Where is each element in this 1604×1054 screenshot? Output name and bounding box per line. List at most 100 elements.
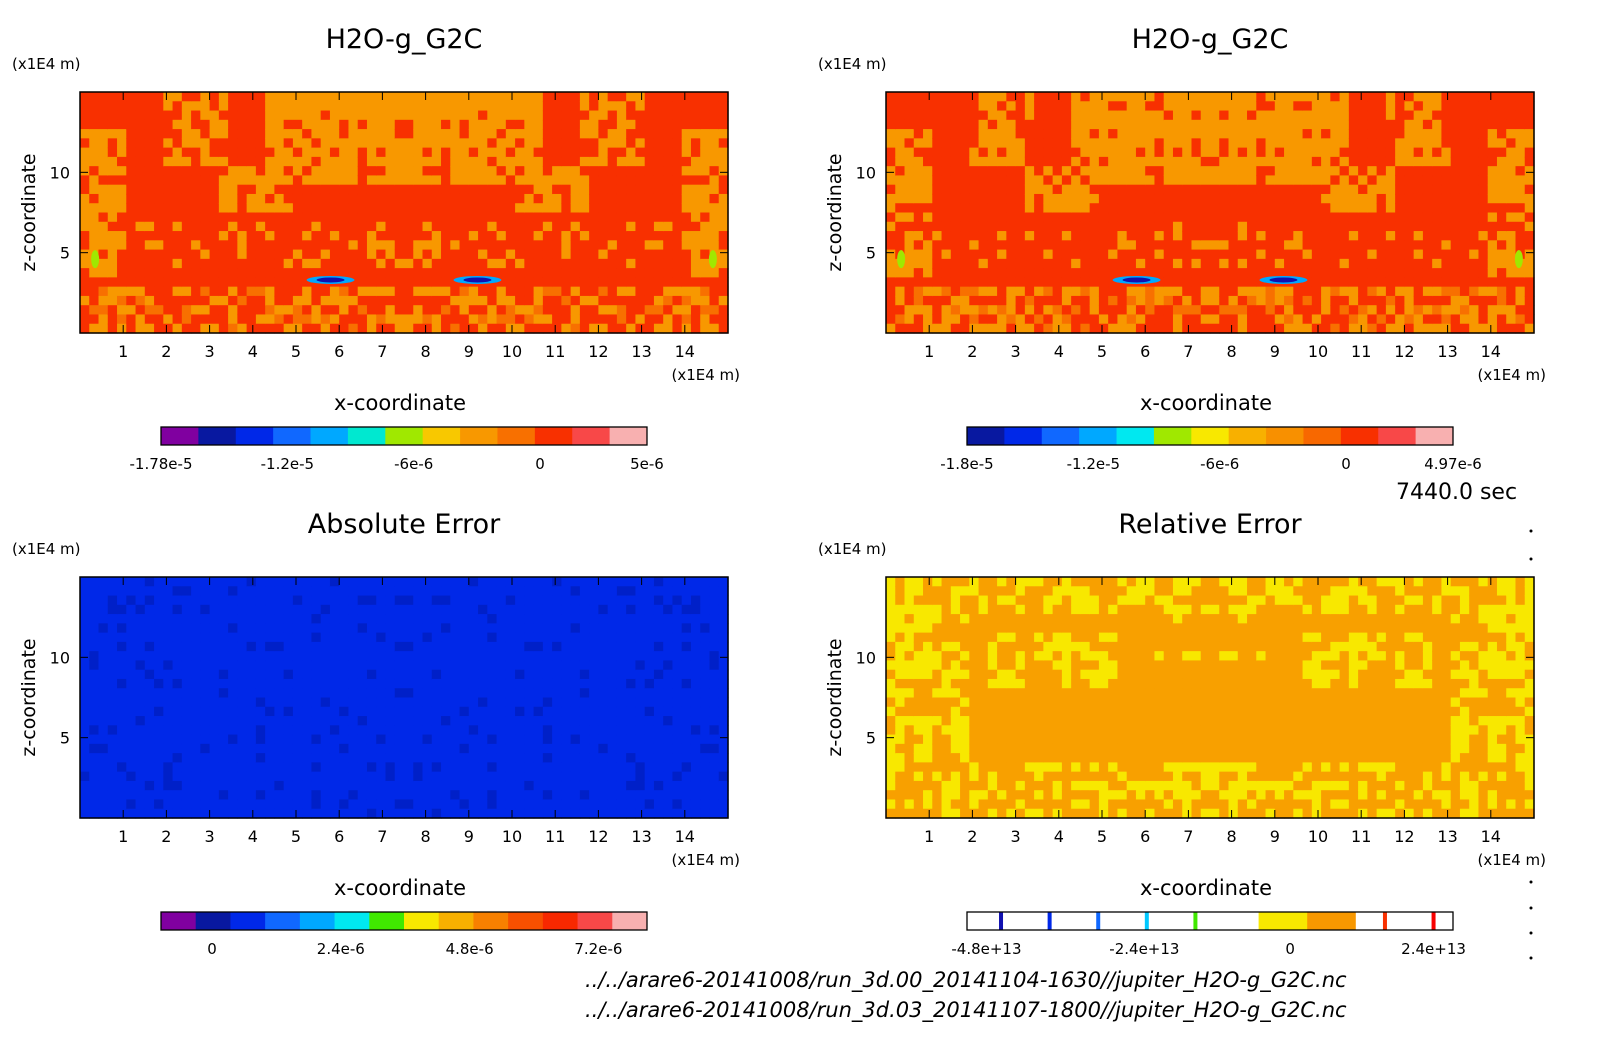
- x-tick-label: 5: [291, 342, 301, 361]
- colorbar-segment: [438, 912, 474, 930]
- x-axis-label: x-coordinate: [1140, 876, 1272, 900]
- x-unit-label: (x1E4 m): [1477, 366, 1546, 384]
- y-unit-label: (x1E4 m): [12, 55, 81, 73]
- x-tick-label: 14: [675, 827, 695, 846]
- marker-dot: [1529, 956, 1533, 960]
- x-tick-label: 4: [248, 342, 258, 361]
- colorbar-segment: [967, 427, 1005, 445]
- x-tick-label: 7: [377, 827, 387, 846]
- x-tick-label: 14: [1481, 827, 1501, 846]
- colorbar-mark: [1144, 912, 1149, 930]
- colorbar-segment: [572, 427, 611, 445]
- x-tick-label: 1: [118, 342, 128, 361]
- colorbar-segment: [1228, 427, 1267, 445]
- colorbar-tick-label: 5e-6: [630, 455, 664, 473]
- colorbar-segment: [497, 427, 536, 445]
- x-tick-label: 3: [205, 342, 215, 361]
- x-axis-label: x-coordinate: [334, 876, 466, 900]
- x-tick-label: 11: [1351, 827, 1371, 846]
- x-tick-label: 8: [421, 342, 431, 361]
- y-tick-label: 10: [50, 648, 70, 667]
- colorbar: -1.8e-5 -1.2e-5 -6e-6 0 4.97e-6: [940, 426, 1482, 473]
- x-tick-label: 1: [118, 827, 128, 846]
- colorbar-frame: [160, 426, 648, 446]
- colorbar-segment: [235, 427, 274, 445]
- y-tick-label: 5: [60, 244, 70, 263]
- x-tick-label: 10: [1308, 827, 1328, 846]
- x-unit-label: (x1E4 m): [671, 366, 740, 384]
- x-tick-label: 13: [1437, 827, 1457, 846]
- colorbar-mark: [1193, 912, 1198, 930]
- x-tick-label: 9: [1270, 827, 1280, 846]
- colorbar-segment: [422, 427, 461, 445]
- colorbar-tick-label: -2.4e+13: [1109, 940, 1179, 958]
- marker-dot: [1529, 557, 1533, 561]
- marker-dot: [1529, 931, 1533, 935]
- colorbar-tick-label: -1.8e-5: [940, 455, 993, 473]
- colorbar: 0 2.4e-6 4.8e-6 7.2e-6: [160, 911, 648, 958]
- y-axis-label: z-coordinate: [824, 153, 846, 271]
- x-tick-label: 12: [588, 827, 608, 846]
- colorbar-segment: [460, 427, 498, 445]
- colorbar-segment: [1079, 427, 1118, 445]
- x-tick-label: 1: [924, 827, 934, 846]
- x-tick-label: 12: [1394, 827, 1414, 846]
- y-axis-label: z-coordinate: [18, 638, 40, 756]
- x-tick-label: 7: [1183, 827, 1193, 846]
- x-axis-label: x-coordinate: [334, 391, 466, 415]
- colorbar-tick-label: -4.8e+13: [951, 940, 1021, 958]
- x-axis-label: x-coordinate: [1140, 391, 1272, 415]
- x-tick-label: 7: [1183, 342, 1193, 361]
- plot-frame: [885, 91, 1535, 334]
- x-tick-label: 9: [1270, 342, 1280, 361]
- x-tick-label: 4: [1054, 342, 1064, 361]
- colorbar-mark: [1382, 912, 1387, 930]
- x-tick-label: 5: [291, 827, 301, 846]
- colorbar-tick-label: 4.97e-6: [1424, 455, 1482, 473]
- colorbar-segment: [1153, 427, 1192, 445]
- x-tick-label: 14: [675, 342, 695, 361]
- x-tick-label: 2: [967, 342, 977, 361]
- colorbar-segment: [1161, 912, 1211, 930]
- x-tick-label: 9: [464, 827, 474, 846]
- x-tick-label: 13: [631, 342, 651, 361]
- colorbar-frame: [966, 426, 1454, 446]
- x-tick-label: 11: [545, 342, 565, 361]
- y-tick-label: 5: [60, 729, 70, 748]
- colorbar-segment: [265, 912, 301, 930]
- marker-dot: [1529, 880, 1533, 884]
- x-tick-label: 13: [1437, 342, 1457, 361]
- y-unit-label: (x1E4 m): [12, 540, 81, 558]
- colorbar-segment: [612, 912, 648, 930]
- colorbar-segment: [195, 912, 231, 930]
- file-path-2: ../../arare6-20141008/run_3d.03_20141107…: [585, 998, 1347, 1022]
- colorbar-frame: [160, 911, 648, 931]
- colorbar-segment: [1004, 427, 1043, 445]
- panel-title: H2O-g_G2C: [1132, 24, 1289, 55]
- colorbar-segment: [1116, 427, 1155, 445]
- y-tick-label: 10: [856, 648, 876, 667]
- panel-title: Relative Error: [1118, 509, 1302, 540]
- colorbar-segment: [1210, 912, 1260, 930]
- colorbar-mark: [1096, 912, 1101, 930]
- panel-title: Absolute Error: [308, 509, 501, 540]
- x-tick-label: 10: [1308, 342, 1328, 361]
- x-tick-label: 6: [334, 827, 344, 846]
- colorbar-tick-label: 2.4e-6: [317, 940, 365, 958]
- colorbar-tick-label: 0: [207, 940, 217, 958]
- colorbar-tick-label: 0: [535, 455, 545, 473]
- colorbar-segment: [1015, 912, 1065, 930]
- y-tick-label: 10: [856, 163, 876, 182]
- colorbar-segment: [473, 912, 509, 930]
- field-cells: [80, 92, 729, 334]
- marker-dot: [1529, 529, 1533, 533]
- colorbar-tick-label: -6e-6: [394, 455, 433, 473]
- colorbar-tick-label: -6e-6: [1200, 455, 1239, 473]
- colorbar-segment: [1355, 912, 1405, 930]
- colorbar-frame: [966, 911, 1454, 931]
- x-tick-label: 5: [1097, 827, 1107, 846]
- colorbar-segment: [1340, 427, 1379, 445]
- colorbar-segment: [385, 427, 424, 445]
- panel-p1: H2O-g_G2C(x1E4 m)1 2 3 4 5 6 7 8 9 10 11 12 13 14510(…: [12, 24, 740, 473]
